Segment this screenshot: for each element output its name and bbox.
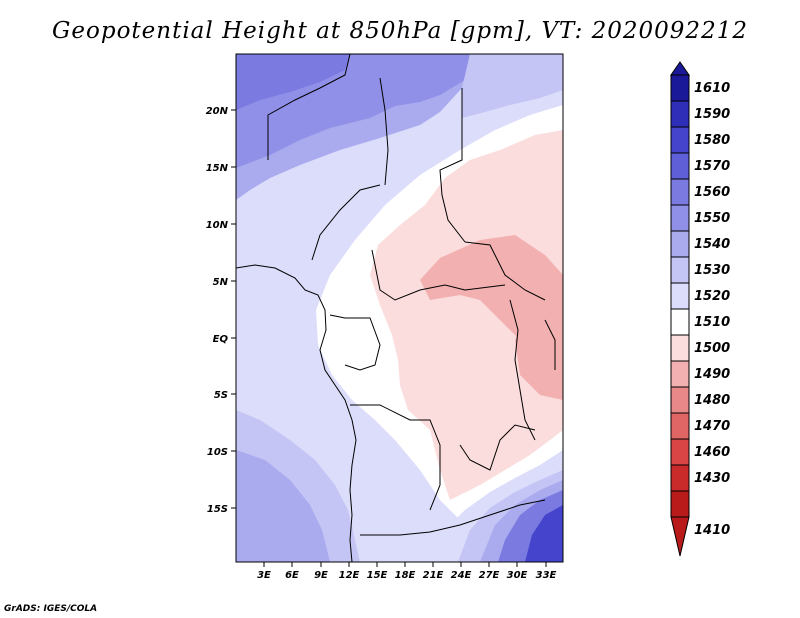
map-title: Geopotential Height at 850hPa [gpm], VT:… xyxy=(52,18,748,44)
lon-label: 21E xyxy=(423,570,444,581)
lat-label: EQ xyxy=(213,334,229,345)
colorbar-swatch-1510 xyxy=(670,308,690,336)
lon-label: 33E xyxy=(536,570,557,581)
colorbar-bottom-triangle xyxy=(670,516,690,557)
colorbar-label: 1510 xyxy=(694,315,730,330)
colorbar-swatch-1500 xyxy=(670,334,690,362)
contour-fill-1540-southwest xyxy=(236,450,330,562)
colorbar-label: 1410 xyxy=(694,523,730,538)
colorbar-label: 1610 xyxy=(694,81,730,96)
lon-label: 12E xyxy=(339,570,360,581)
colorbar-label: 1480 xyxy=(694,393,730,408)
colorbar-swatch-1530 xyxy=(670,256,690,284)
credit-text: GrADS: IGES/COLA xyxy=(4,604,98,614)
colorbar-label: 1500 xyxy=(694,341,730,356)
lat-label: 10S xyxy=(207,447,228,458)
colorbar-swatch-1550 xyxy=(670,204,690,232)
colorbar-swatch-1480 xyxy=(670,386,690,414)
lon-label: 24E xyxy=(451,570,472,581)
lon-label: 3E xyxy=(257,570,271,581)
lon-label: 6E xyxy=(285,570,299,581)
lat-label: 10N xyxy=(206,220,229,231)
colorbar-top-triangle xyxy=(670,61,690,76)
colorbar-label: 1490 xyxy=(694,367,730,382)
lat-label: 5N xyxy=(213,277,229,288)
colorbar-label: 1560 xyxy=(694,185,730,200)
country-boundaries xyxy=(236,54,556,562)
lat-label: 15S xyxy=(207,504,228,515)
lon-label: 30E xyxy=(507,570,528,581)
contour-fill-1490-east xyxy=(515,290,563,400)
lon-label: 27E xyxy=(479,570,500,581)
lat-label: 15N xyxy=(206,163,229,174)
contour-fill-1560-north xyxy=(236,54,350,110)
colorbar-label: 1590 xyxy=(694,107,730,122)
colorbar-swatch-1590 xyxy=(670,100,690,128)
colorbar-swatch-1460 xyxy=(670,438,690,466)
colorbar-swatch-1610 xyxy=(670,74,690,102)
map-area xyxy=(236,54,563,562)
colorbar-swatch-1470 xyxy=(670,412,690,440)
colorbar-swatch-1410 xyxy=(670,490,690,518)
colorbar-label: 1530 xyxy=(694,263,730,278)
colorbar-swatch-1580 xyxy=(670,126,690,154)
colorbar-label: 1570 xyxy=(694,159,730,174)
colorbar-label: 1580 xyxy=(694,133,730,148)
colorbar-swatch-1560 xyxy=(670,178,690,206)
colorbar-label: 1550 xyxy=(694,211,730,226)
contour-fill-1580-southeast xyxy=(525,505,563,562)
contour-fill-1530-northeast xyxy=(462,54,563,118)
colorbar-swatch-1570 xyxy=(670,152,690,180)
colorbar-label: 1470 xyxy=(694,419,730,434)
contour-fill-1500 xyxy=(370,130,563,500)
lat-label: 20N xyxy=(206,106,229,117)
lat-label: 5S xyxy=(214,390,228,401)
colorbar-label: 1430 xyxy=(694,471,730,486)
colorbar: 1610 1590 1580 1570 1560 1550 1540 1530 … xyxy=(670,61,730,557)
colorbar-swatch-1520 xyxy=(670,282,690,310)
longitude-axis: 3E 6E 9E 12E 15E 18E 21E 24E 27E 30E 33E xyxy=(257,562,557,581)
lon-label: 18E xyxy=(395,570,416,581)
colorbar-label: 1520 xyxy=(694,289,730,304)
colorbar-label: 1540 xyxy=(694,237,730,252)
colorbar-swatch-1540 xyxy=(670,230,690,258)
colorbar-swatch-1490 xyxy=(670,360,690,388)
map-frame xyxy=(235,53,564,563)
lon-label: 9E xyxy=(314,570,328,581)
lon-label: 15E xyxy=(367,570,388,581)
latitude-axis: 20N 15N 10N 5N EQ 5S 10S 15S xyxy=(206,106,236,515)
colorbar-label: 1460 xyxy=(694,445,730,460)
colorbar-swatch-1430 xyxy=(670,464,690,492)
